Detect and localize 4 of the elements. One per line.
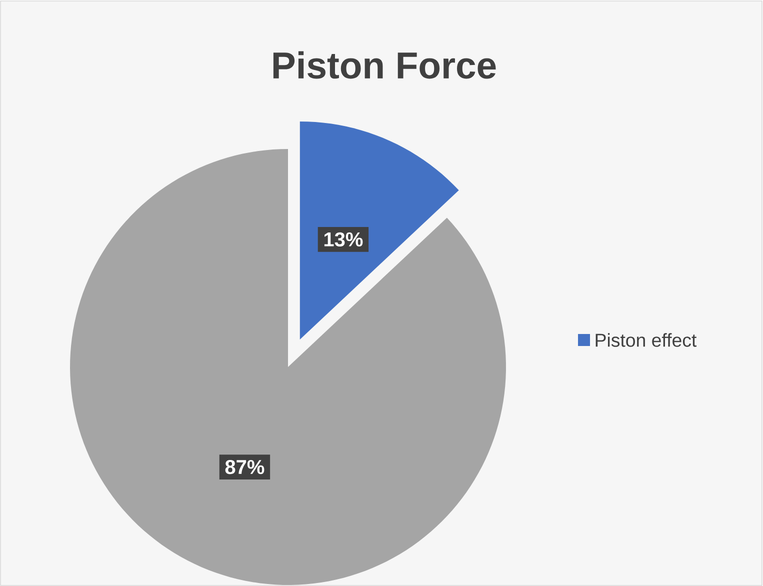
data-label: 87% bbox=[225, 460, 264, 474]
chart-title: Piston Force bbox=[273, 51, 496, 79]
legend-label: Piston effect bbox=[596, 333, 697, 347]
data-label: 13% bbox=[324, 232, 363, 247]
